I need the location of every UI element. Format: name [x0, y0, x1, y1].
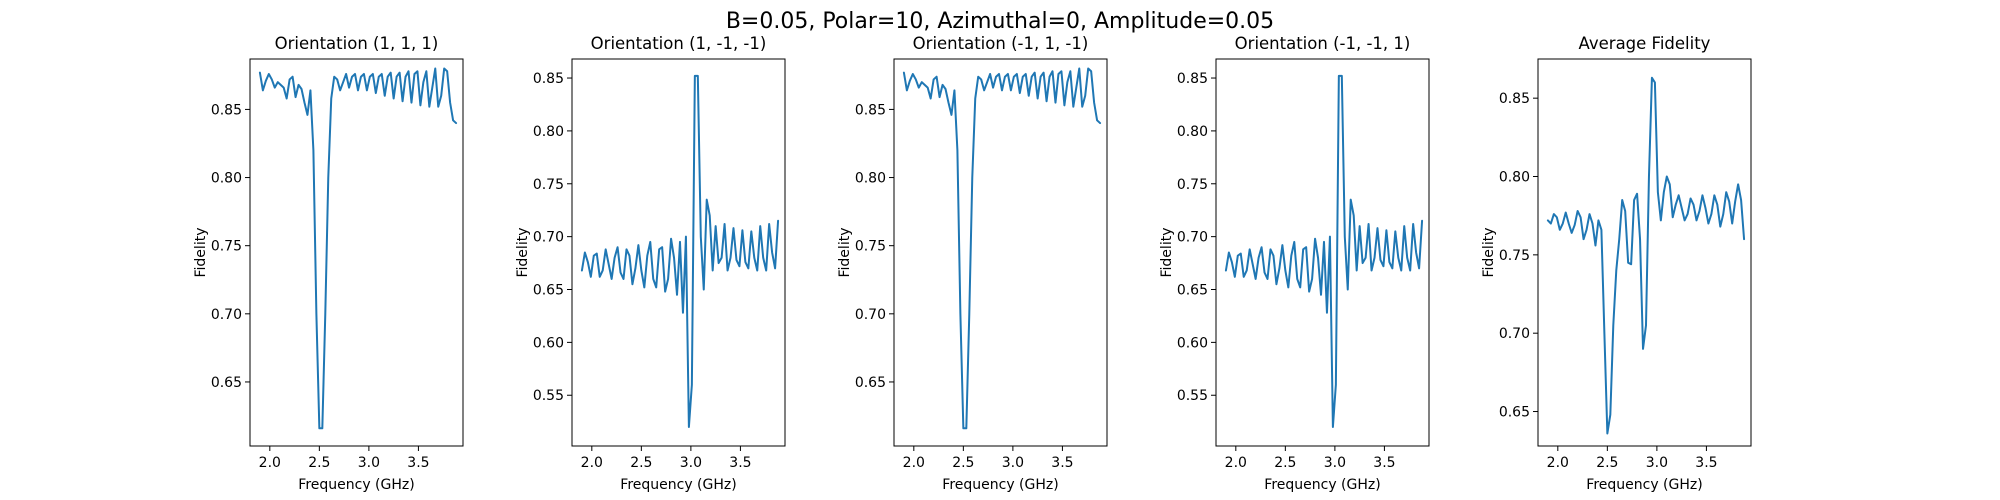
- series-line: [902, 67, 1102, 430]
- x-axis-label: Frequency (GHz): [1264, 477, 1380, 493]
- axes-frame: [1537, 58, 1752, 447]
- y-tick-label: 0.65: [855, 375, 886, 391]
- x-axis-label: Frequency (GHz): [1586, 477, 1702, 493]
- figure-suptitle: B=0.05, Polar=10, Azimuthal=0, Amplitude…: [726, 9, 1274, 34]
- y-tick-label: 0.80: [211, 171, 242, 187]
- y-tick-label: 0.85: [855, 102, 886, 118]
- y-tick-label: 0.75: [855, 239, 886, 255]
- panel-title: Orientation (-1, 1, -1): [913, 34, 1089, 53]
- axes-frame: [249, 58, 464, 447]
- y-axis-label: Fidelity: [1481, 228, 1497, 278]
- y-tick-label: 0.65: [1177, 283, 1208, 299]
- panel-4: Orientation (-1, -1, 1) 2.0 2.5 3.0 3.5 0.55 0…: [1159, 34, 1430, 493]
- y-tick-label: 0.60: [1177, 335, 1208, 351]
- x-tick-label: 3.0: [1002, 455, 1024, 471]
- x-tick-label: 3.5: [1695, 455, 1717, 471]
- x-tick-label: 3.5: [1373, 455, 1395, 471]
- y-tick-label: 0.75: [211, 239, 242, 255]
- x-tick-label: 3.5: [1051, 455, 1073, 471]
- panel-title: Average Fidelity: [1579, 34, 1711, 53]
- panel-3: Orientation (-1, 1, -1) 2.0 2.5 3.0 3.5 0.65 0…: [837, 34, 1108, 493]
- axes-frame: [1215, 58, 1430, 447]
- series-line: [1224, 74, 1424, 428]
- axes-frame: [571, 58, 786, 447]
- series-line: [1546, 76, 1746, 435]
- y-tick-label: 0.85: [211, 102, 242, 118]
- y-tick-label: 0.80: [1177, 124, 1208, 140]
- y-tick-label: 0.75: [1177, 177, 1208, 193]
- panel-title: Orientation (1, -1, -1): [591, 34, 767, 53]
- x-axis-label: Frequency (GHz): [620, 477, 736, 493]
- y-tick-label: 0.85: [533, 71, 564, 87]
- y-axis-label: Fidelity: [193, 228, 209, 278]
- series-line: [580, 74, 780, 428]
- series-line: [258, 67, 458, 430]
- y-tick-label: 0.85: [1499, 91, 1530, 107]
- x-tick-label: 2.0: [903, 455, 925, 471]
- y-tick-label: 0.70: [855, 307, 886, 323]
- y-axis-label: Fidelity: [515, 228, 531, 278]
- y-tick-label: 0.55: [1177, 388, 1208, 404]
- y-axis-label: Fidelity: [1159, 228, 1175, 278]
- y-tick-label: 0.80: [533, 124, 564, 140]
- y-tick-label: 0.70: [1177, 230, 1208, 246]
- panel-2: Orientation (1, -1, -1) 2.0 2.5 3.0 3.5 0.55 0…: [515, 34, 786, 493]
- y-tick-label: 0.75: [1499, 248, 1530, 264]
- y-axis-label: Fidelity: [837, 228, 853, 278]
- x-tick-label: 3.0: [1324, 455, 1346, 471]
- x-tick-label: 2.5: [308, 455, 330, 471]
- panel-title: Orientation (1, 1, 1): [275, 34, 439, 53]
- y-tick-label: 0.70: [533, 230, 564, 246]
- x-tick-label: 2.5: [630, 455, 652, 471]
- x-axis-label: Frequency (GHz): [298, 477, 414, 493]
- x-tick-label: 2.5: [1596, 455, 1618, 471]
- x-tick-label: 3.0: [358, 455, 380, 471]
- y-tick-label: 0.75: [533, 177, 564, 193]
- x-tick-label: 2.0: [1547, 455, 1569, 471]
- panel-5: Average Fidelity 2.0 2.5 3.0 3.5 0.65 0.70 0.75…: [1481, 34, 1752, 493]
- x-tick-label: 2.0: [581, 455, 603, 471]
- panel-title: Orientation (-1, -1, 1): [1235, 34, 1411, 53]
- panel-1: Orientation (1, 1, 1) 2.0 2.5 3.0 3.5 0.65 0.7…: [193, 34, 464, 493]
- y-tick-label: 0.70: [1499, 326, 1530, 342]
- y-tick-label: 0.65: [533, 283, 564, 299]
- x-tick-label: 3.5: [407, 455, 429, 471]
- x-tick-label: 2.5: [952, 455, 974, 471]
- y-tick-label: 0.85: [1177, 71, 1208, 87]
- y-tick-label: 0.80: [1499, 170, 1530, 186]
- y-tick-label: 0.65: [211, 375, 242, 391]
- x-tick-label: 3.0: [1646, 455, 1668, 471]
- x-tick-label: 2.0: [1225, 455, 1247, 471]
- x-tick-label: 2.0: [259, 455, 281, 471]
- y-tick-label: 0.60: [533, 335, 564, 351]
- x-tick-label: 3.5: [729, 455, 751, 471]
- y-tick-label: 0.65: [1499, 405, 1530, 421]
- axes-frame: [893, 58, 1108, 447]
- x-tick-label: 3.0: [680, 455, 702, 471]
- x-tick-label: 2.5: [1274, 455, 1296, 471]
- y-tick-label: 0.55: [533, 388, 564, 404]
- y-tick-label: 0.70: [211, 307, 242, 323]
- x-axis-label: Frequency (GHz): [942, 477, 1058, 493]
- y-tick-label: 0.80: [855, 171, 886, 187]
